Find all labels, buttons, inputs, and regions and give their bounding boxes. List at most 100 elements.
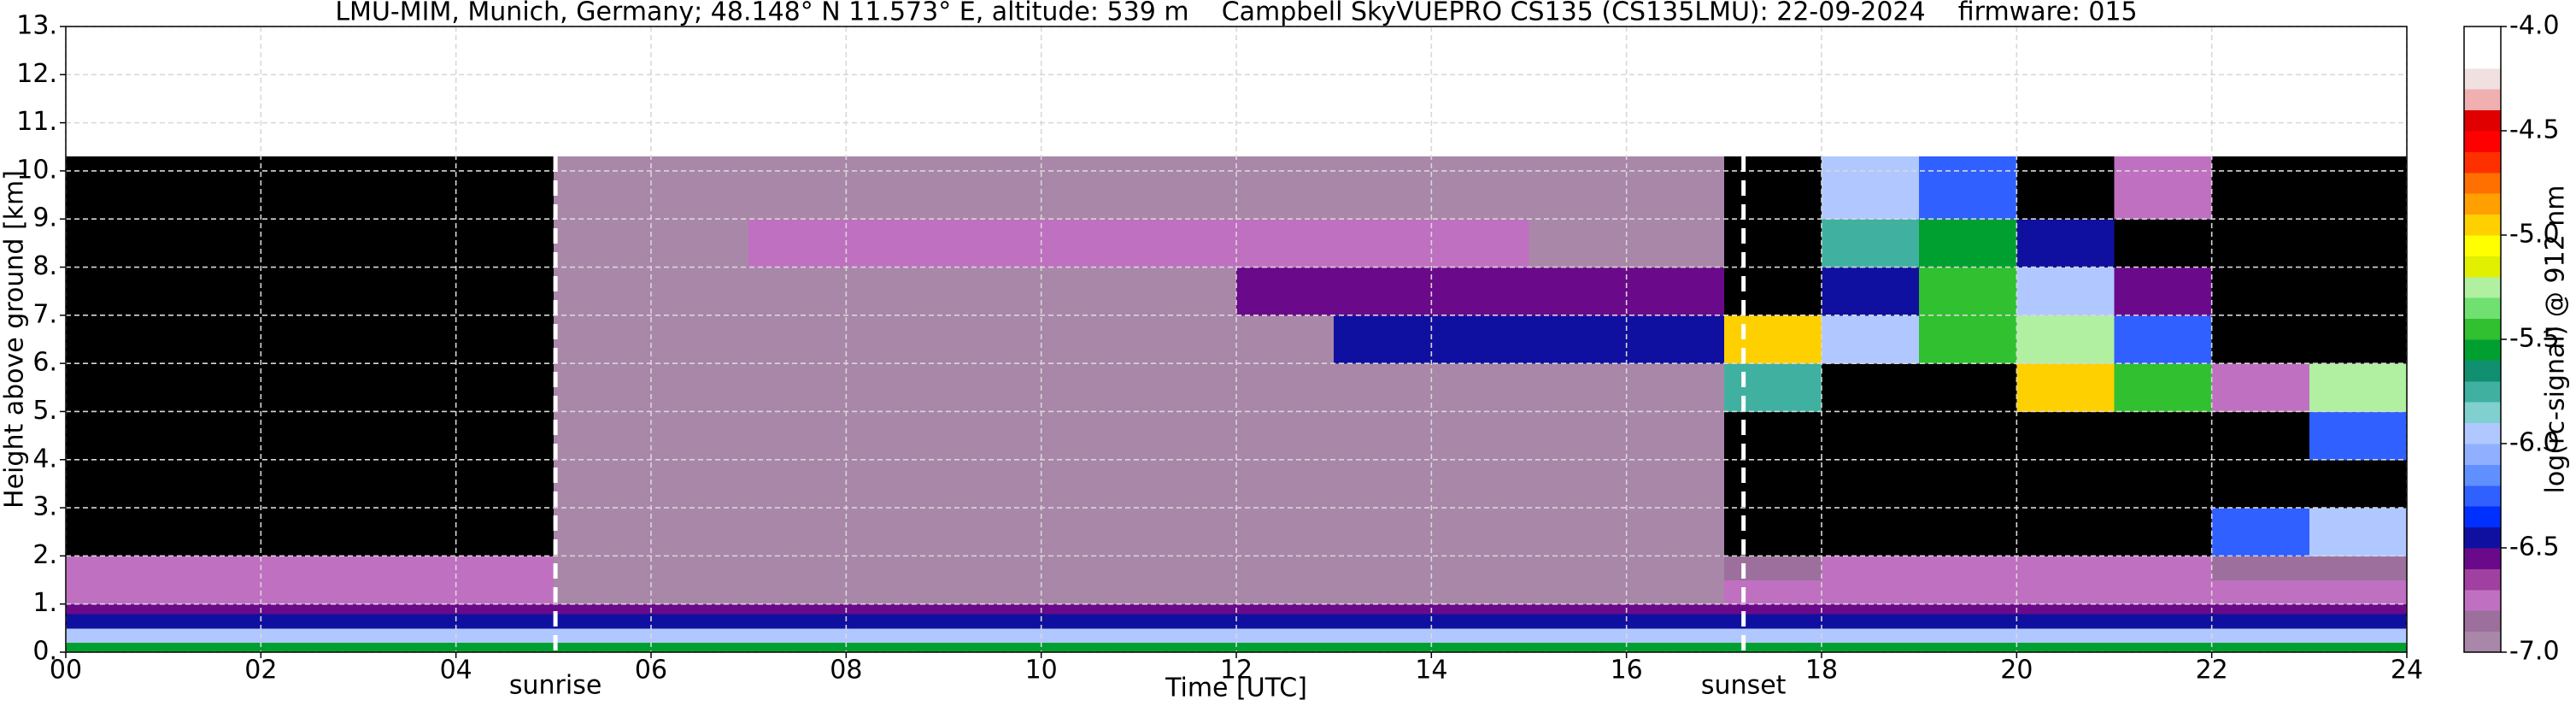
heatmap-cell — [748, 613, 847, 629]
heatmap-cell — [358, 580, 457, 605]
heatmap-cell — [1919, 603, 2017, 615]
heatmap-cell — [651, 603, 749, 615]
heatmap-cell — [455, 508, 555, 556]
heatmap-cell — [1529, 613, 1628, 629]
heatmap-cell — [1138, 459, 1237, 509]
colorbar-swatch — [2464, 402, 2501, 424]
heatmap-cell — [943, 156, 1042, 220]
heatmap-cell — [1236, 556, 1335, 581]
heatmap-cell — [1431, 315, 1529, 364]
heatmap-cell — [846, 556, 944, 581]
x-tick-label: 06 — [635, 656, 667, 685]
heatmap-cell — [66, 156, 164, 220]
heatmap-cell — [651, 556, 749, 581]
heatmap-cell — [2016, 267, 2115, 316]
heatmap-cell — [2211, 508, 2310, 556]
heatmap-cell — [1236, 315, 1335, 364]
heatmap-cell — [2114, 603, 2213, 615]
heatmap-cell — [1529, 556, 1628, 581]
heatmap-cell — [455, 156, 555, 220]
heatmap-cell — [943, 411, 1042, 461]
colorbar-swatch — [2464, 297, 2501, 320]
heatmap-cell — [846, 642, 944, 653]
heatmap-cell — [1723, 556, 1822, 581]
heatmap-cell — [2114, 508, 2213, 556]
y-tick-label: 3. — [32, 492, 57, 522]
heatmap-cell — [163, 603, 261, 615]
heatmap-cell — [1919, 613, 2017, 629]
heatmap-cell — [358, 642, 457, 653]
heatmap-cell — [1041, 556, 1140, 581]
y-axis-label: Height above ground [km] — [0, 170, 30, 509]
heatmap-cell — [1822, 580, 1920, 605]
colorbar-label: log(rc-signal) @ 912 nm — [2541, 185, 2571, 494]
colorbar-swatch — [2464, 610, 2501, 632]
heatmap-cell — [2211, 219, 2310, 268]
heatmap-cell — [1822, 363, 1920, 412]
heatmap-cell — [553, 642, 652, 653]
heatmap-cell — [261, 580, 359, 605]
heatmap-cell — [2309, 627, 2408, 644]
heatmap-cell — [66, 613, 164, 629]
y-tick-label: 5. — [32, 396, 57, 426]
heatmap-cell — [1919, 267, 2017, 316]
heatmap-cell — [1138, 556, 1237, 581]
heatmap-cell — [358, 411, 457, 461]
heatmap-cell — [748, 315, 847, 364]
heatmap-cell — [1822, 627, 1920, 644]
heatmap-cell — [1041, 219, 1140, 268]
heatmap-cell — [1236, 613, 1335, 629]
heatmap-cell — [1919, 508, 2017, 556]
heatmap-cell — [1236, 156, 1335, 220]
heatmap-cell — [1431, 627, 1529, 644]
colorbar-swatch — [2464, 68, 2501, 90]
heatmap-cell — [455, 315, 555, 364]
colorbar-swatch — [2464, 360, 2501, 382]
colorbar-swatch — [2464, 548, 2501, 569]
colorbar-swatch — [2464, 380, 2501, 403]
heatmap-cell — [846, 459, 944, 509]
heatmap-cell — [1041, 267, 1140, 316]
heatmap-cell — [2016, 613, 2115, 629]
heatmap-cell — [846, 156, 944, 220]
heatmap-cell — [651, 613, 749, 629]
colorbar-tick-label: -4.5 — [2509, 115, 2560, 145]
heatmap-cell — [748, 627, 847, 644]
heatmap-cell — [1626, 315, 1725, 364]
heatmap-cell — [1041, 580, 1140, 605]
colorbar-tick-label: -6.5 — [2509, 532, 2560, 562]
heatmap-cell — [1529, 459, 1628, 509]
chart-title: LMU-MIM, Munich, Germany; 48.148° N 11.5… — [335, 0, 2137, 27]
heatmap-cell — [2309, 613, 2408, 629]
heatmap-cell — [1626, 508, 1725, 556]
heatmap-cell — [1822, 459, 1920, 509]
heatmap-cell — [2211, 613, 2310, 629]
heatmap-cell — [1138, 411, 1237, 461]
heatmap-cell — [1138, 603, 1237, 615]
heatmap-cell — [943, 267, 1042, 316]
heatmap-cell — [651, 156, 749, 220]
y-tick-label: 11. — [16, 107, 57, 137]
heatmap-cell — [1236, 580, 1335, 605]
heatmap-cell — [2309, 363, 2408, 412]
heatmap-cell — [2114, 267, 2213, 316]
colorbar-swatch — [2464, 26, 2501, 48]
heatmap-cell — [261, 315, 359, 364]
heatmap-cell — [1822, 603, 1920, 615]
x-tick-label: 02 — [244, 656, 277, 685]
heatmap-cell — [846, 580, 944, 605]
heatmap-cell — [651, 267, 749, 316]
heatmap-cell — [1041, 603, 1140, 615]
heatmap-cell — [163, 627, 261, 644]
heatmap-cell — [1431, 613, 1529, 629]
heatmap-cell — [651, 508, 749, 556]
heatmap-cell — [2114, 556, 2213, 581]
heatmap-cell — [748, 267, 847, 316]
heatmap-cell — [748, 363, 847, 412]
colorbar-swatch — [2464, 89, 2501, 111]
heatmap-cell — [358, 556, 457, 581]
heatmap-cell — [358, 603, 457, 615]
heatmap-cell — [1431, 580, 1529, 605]
x-tick-label: 10 — [1025, 656, 1058, 685]
